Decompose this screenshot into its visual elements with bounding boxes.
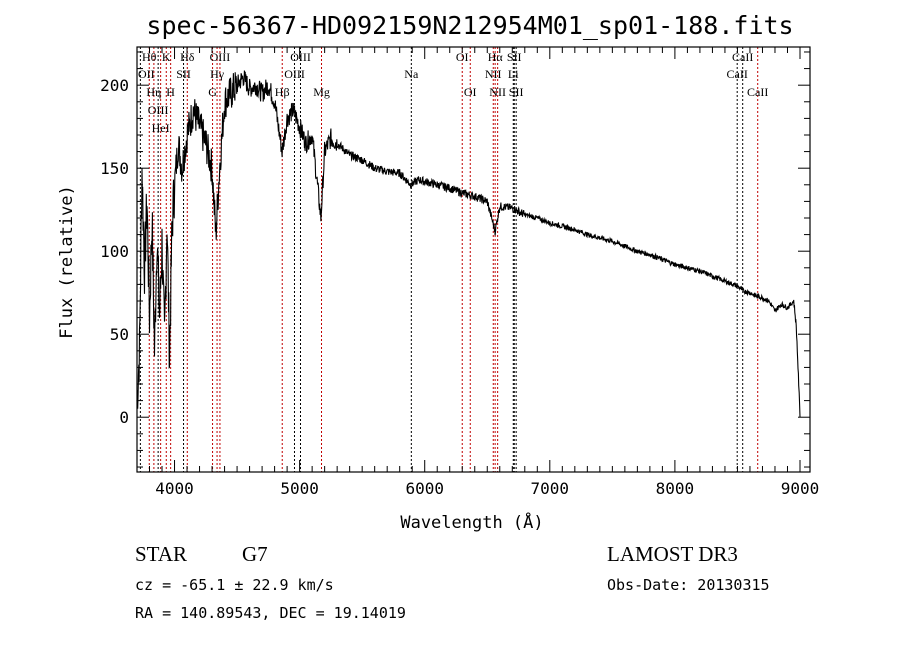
spectral-line-label: CaII <box>747 85 768 99</box>
spectral-line-label: HeI <box>152 121 170 135</box>
spectral-line-label: Hδ <box>180 50 195 64</box>
redshift-text: cz = -65.1 ± 22.9 km/s <box>135 576 334 594</box>
y-tick-label: 100 <box>100 242 129 261</box>
y-tick-label: 200 <box>100 76 129 95</box>
spectral-line-label: SII <box>176 67 191 81</box>
spectral-line-label: SII <box>509 85 524 99</box>
spectral-line-label: Hθ <box>142 50 157 64</box>
radec-text: RA = 140.89543, DEC = 19.14019 <box>135 604 406 622</box>
spectral-line-label: NII <box>489 85 506 99</box>
y-tick-label: 0 <box>119 408 129 427</box>
spectral-line-label: Hη <box>146 85 161 99</box>
x-tick-label: 4000 <box>155 479 194 498</box>
spectral-line-label: Hγ <box>210 67 225 81</box>
spectral-line-label: OIII <box>148 103 169 117</box>
spectral-line-label: Li <box>508 67 519 81</box>
spectral-line-label: SII <box>507 50 522 64</box>
x-tick-label: 7000 <box>531 479 570 498</box>
plot-frame <box>136 46 811 473</box>
spectral-lines: OIIHθHηOIIIHeIKHSIIHδGHγOIIIHβOIIIOIIIMg… <box>138 47 768 472</box>
spectral-line-label: OI <box>464 85 477 99</box>
spectrum-line <box>136 70 801 418</box>
spectral-line-label: OIII <box>284 67 305 81</box>
spectral-line-label: OIII <box>290 50 311 64</box>
spectral-line-label: H <box>166 85 175 99</box>
spectral-line-label: Hα <box>488 50 504 64</box>
y-tick-label: 150 <box>100 159 129 178</box>
chart-title: spec-56367-HD092159N212954M01_sp01-188.f… <box>146 11 793 40</box>
spectral-line-label: Hβ <box>275 85 290 99</box>
spectral-line-label: CaII <box>732 50 753 64</box>
survey-label: LAMOST DR3 <box>607 542 738 566</box>
spectral-line-label: Mg <box>313 85 330 99</box>
spectral-line-label: NII <box>485 67 502 81</box>
object-class: STAR <box>135 542 187 566</box>
x-tick-label: 9000 <box>781 479 820 498</box>
spectrum-series <box>136 70 801 418</box>
x-tick-label: 8000 <box>656 479 695 498</box>
spectral-line-label: OIII <box>210 50 231 64</box>
spectral-line-label: G <box>208 85 217 99</box>
object-subclass: G7 <box>242 542 268 566</box>
x-tick-label: 5000 <box>280 479 319 498</box>
y-axis-label: Flux (relative) <box>57 185 77 339</box>
obs-date: Obs-Date: 20130315 <box>607 576 770 594</box>
y-tick-label: 50 <box>110 325 129 344</box>
x-axis-label: Wavelength (Å) <box>400 511 543 533</box>
x-tick-label: 6000 <box>405 479 444 498</box>
spectral-line-label: OI <box>456 50 469 64</box>
spectral-line-label: OII <box>138 67 155 81</box>
spectral-line-label: Na <box>404 67 419 81</box>
spectral-line-label: K <box>162 50 171 64</box>
axes: 4000 5000 6000 7000 8000 9000 0 50 100 150 200 <box>100 46 820 498</box>
spectral-line-label: CaII <box>727 67 748 81</box>
